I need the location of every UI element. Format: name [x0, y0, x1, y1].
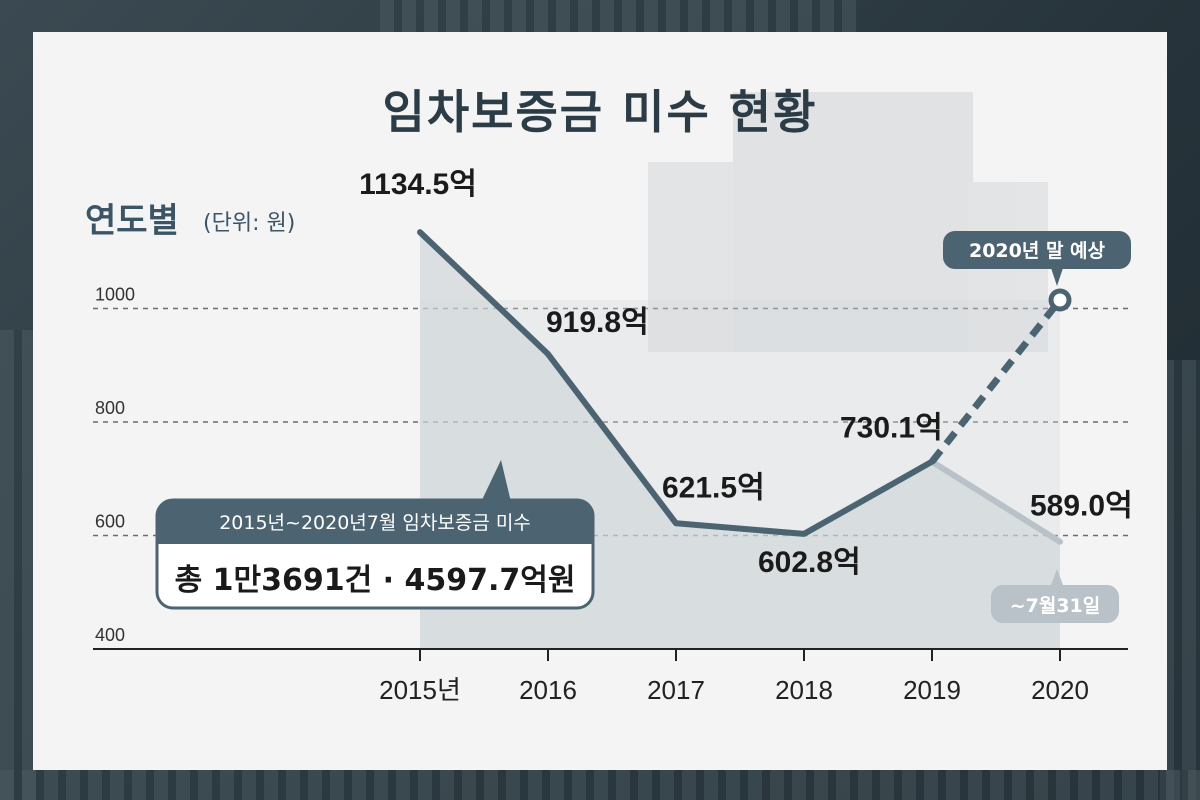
x-axis-ticks: 2015년 2016 2017 2018 2019 2020 — [379, 649, 1089, 705]
y-tick-1000: 1000 — [95, 285, 135, 305]
x-tick-label-3: 2018 — [775, 675, 833, 705]
series-lines — [417, 229, 1072, 545]
partial-label: ~7월31일 — [1010, 595, 1101, 617]
total-callout: 2015년~2020년7월 임차보증금 미수 총 1만3691건 · 4597.… — [155, 460, 595, 610]
forecast-annotation: 2020년 말 예상 — [943, 231, 1131, 286]
data-label-3: 602.8억 — [758, 546, 861, 579]
data-label-2: 621.5억 — [662, 471, 765, 504]
unit-label: (단위: 원) — [203, 211, 295, 236]
series-line-main — [417, 229, 935, 537]
forecast-label: 2020년 말 예상 — [969, 240, 1106, 262]
callout-total: 총 1만3691건 · 4597.7억원 — [175, 563, 576, 598]
y-tick-800: 800 — [95, 398, 125, 418]
data-label-1: 919.8억 — [546, 306, 649, 339]
chart-panel: 400 600 800 1000 2015년 2016 2017 2018 2019 2020 … — [33, 32, 1167, 770]
chart-title: 임차보증금 미수 현황 — [382, 85, 818, 139]
series-line-partial — [929, 458, 1063, 545]
x-tick-label-2: 2017 — [647, 675, 705, 705]
data-label-4: 730.1억 — [840, 412, 943, 445]
x-tick-label-4: 2019 — [903, 675, 961, 705]
y-tick-400: 400 — [95, 625, 125, 645]
callout-header: 2015년~2020년7월 임차보증금 미수 — [219, 512, 531, 534]
series-line-forecast — [929, 297, 1063, 464]
y-tick-600: 600 — [95, 512, 125, 532]
data-label-5: 589.0억 — [1030, 490, 1133, 523]
building-decoration-bottom — [0, 770, 1200, 800]
y-axis-label: 연도별 — [85, 201, 179, 241]
partial-annotation: ~7월31일 — [991, 569, 1119, 623]
building-decoration-top — [380, 0, 860, 32]
data-labels: 1134.5억 919.8억 621.5억 602.8억 730.1억 589.0억 — [359, 168, 1133, 579]
data-label-0: 1134.5억 — [359, 168, 477, 201]
y-axis-ticks: 400 600 800 1000 — [95, 285, 135, 646]
x-tick-label-5: 2020 — [1031, 675, 1089, 705]
x-tick-label-0: 2015년 — [379, 675, 461, 705]
forecast-point — [1048, 288, 1072, 312]
x-tick-label-1: 2016 — [519, 675, 577, 705]
